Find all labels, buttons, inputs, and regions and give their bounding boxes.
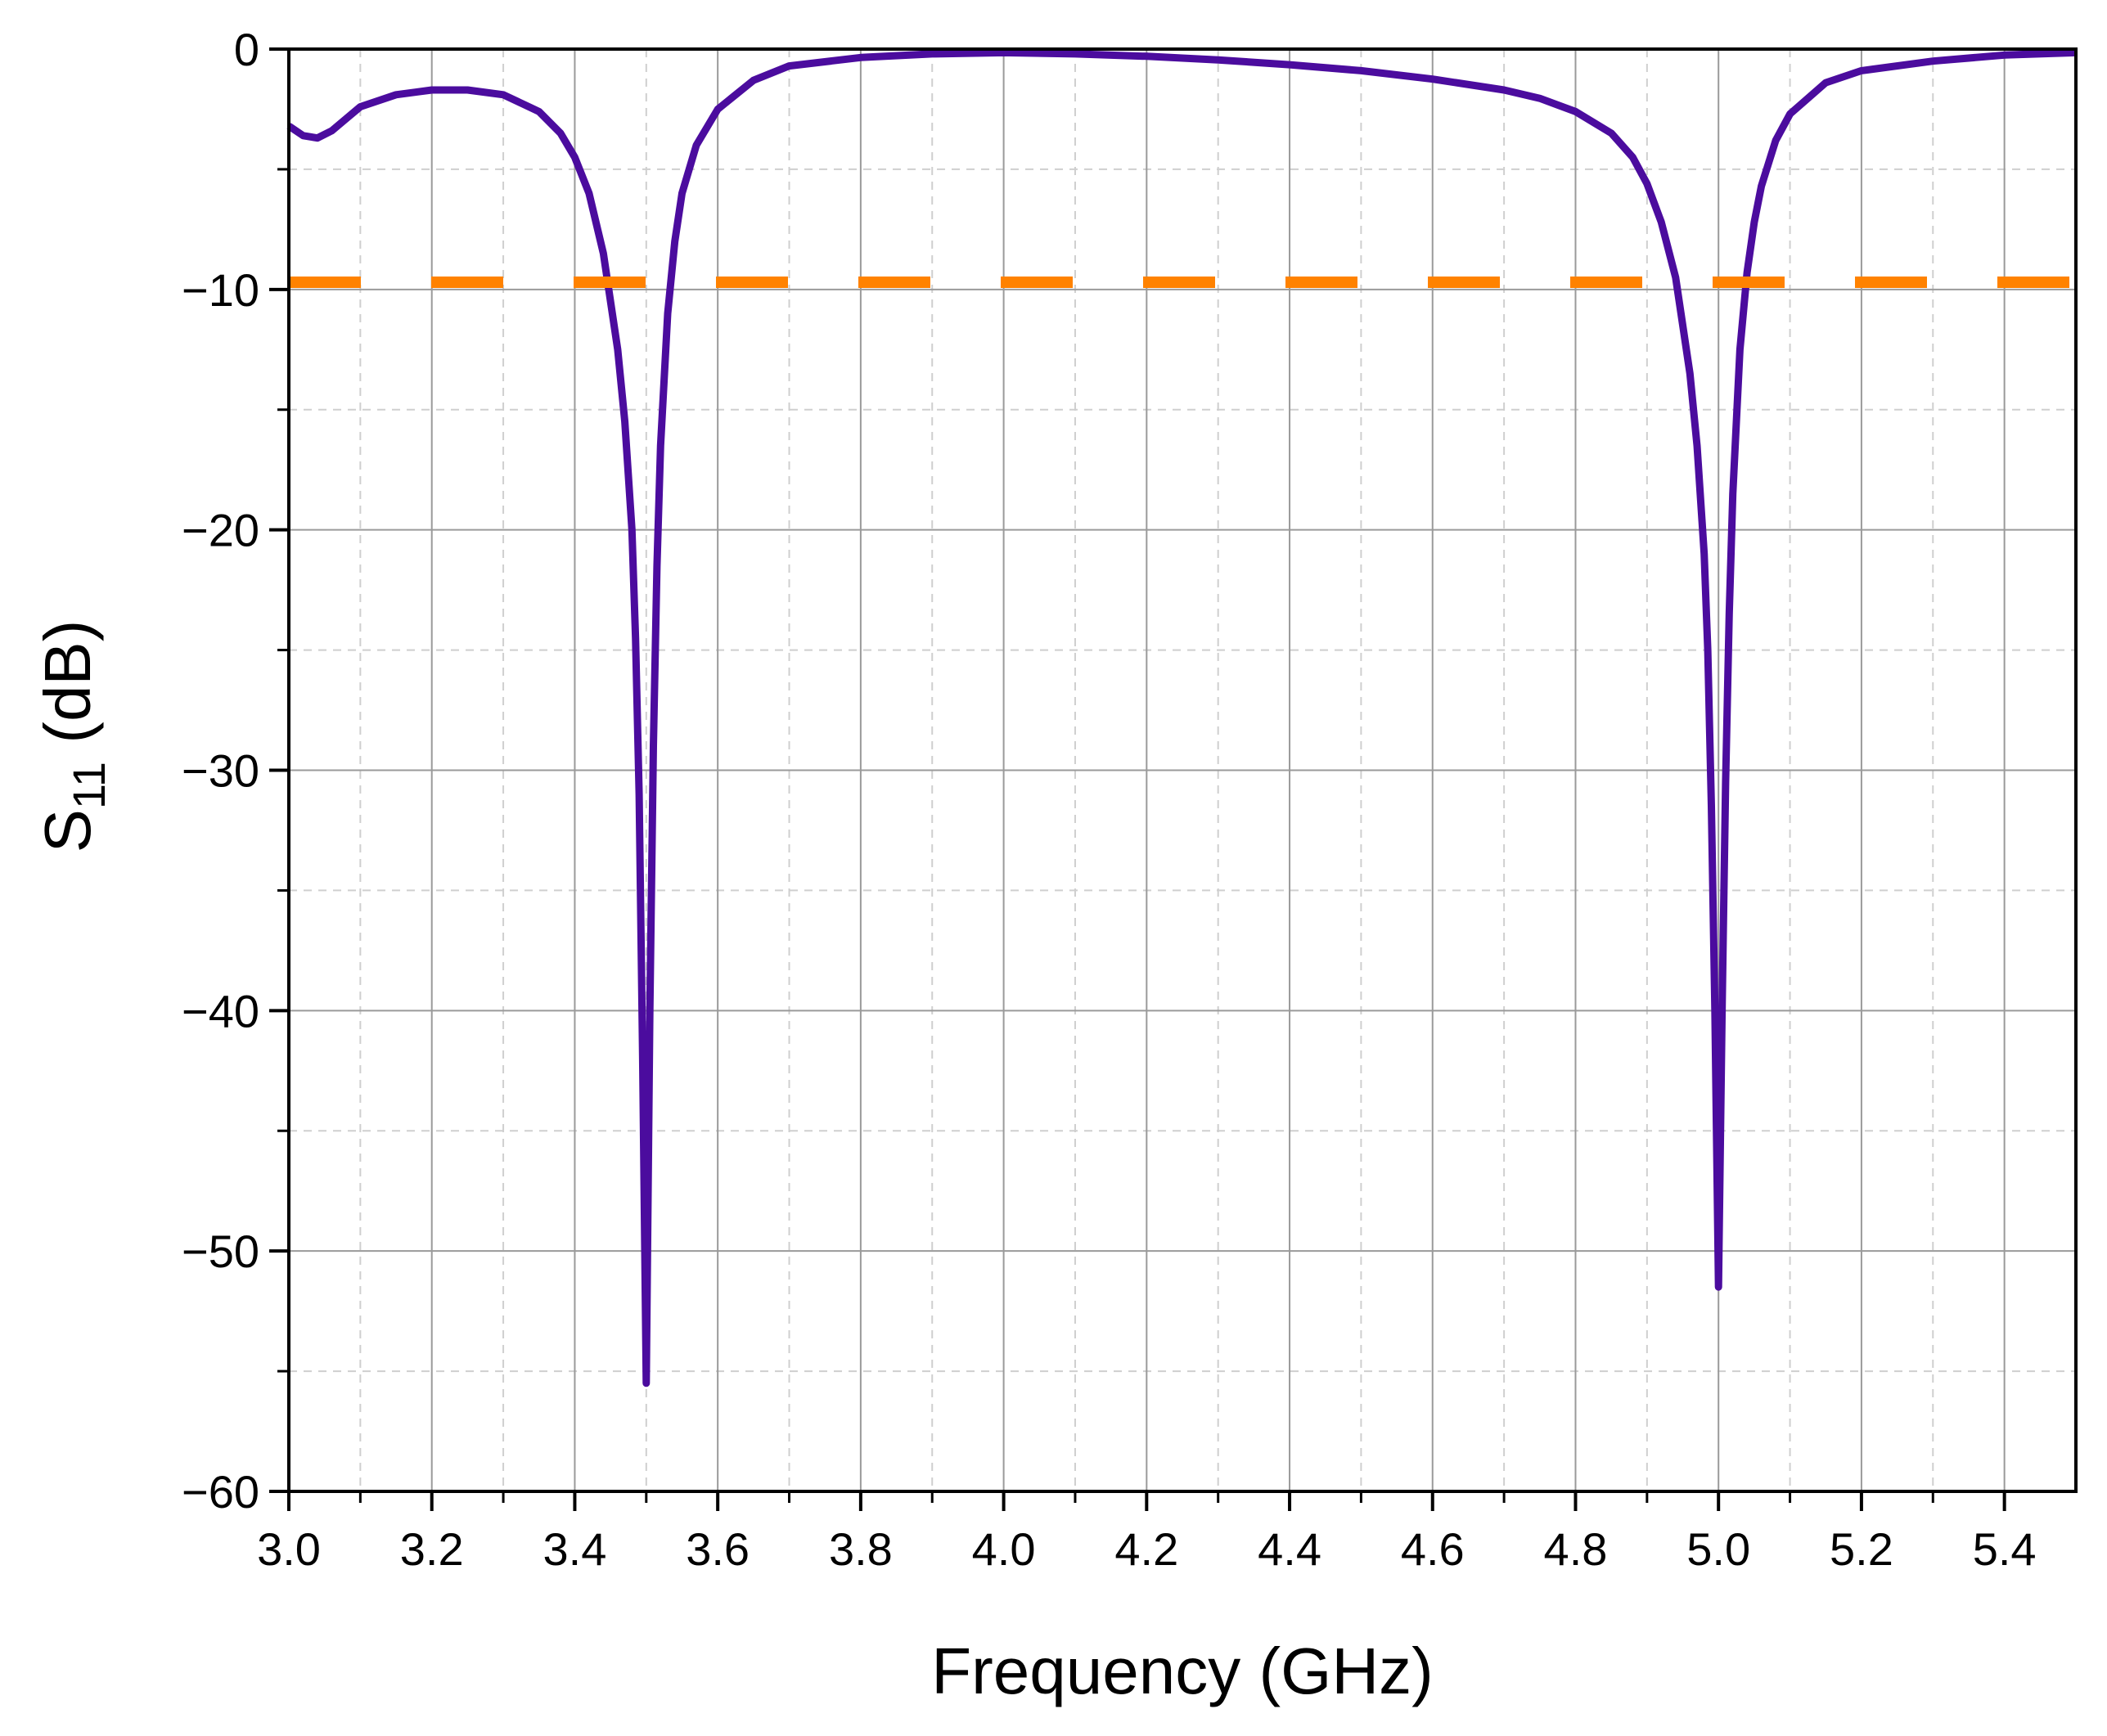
y-tick-label: 0 [234, 24, 259, 75]
y-tick-labels: 0 −10 −20 −30 −40 −50 −60 [182, 24, 259, 1518]
y-tick-label: −10 [182, 264, 259, 316]
series-layer [286, 48, 2077, 1387]
x-tick-label: 3.2 [400, 1523, 464, 1575]
x-tick-label: 5.4 [1973, 1523, 2037, 1575]
x-axis-title: Frequency (GHz) [931, 1635, 1433, 1707]
x-tick-label: 4.6 [1401, 1523, 1465, 1575]
x-tick-label: 4.2 [1114, 1523, 1178, 1575]
x-tick-label: 4.8 [1544, 1523, 1608, 1575]
x-tick-label: 3.6 [686, 1523, 750, 1575]
x-tick-label: 4.4 [1258, 1523, 1321, 1575]
y-tick-label: −60 [182, 1466, 259, 1518]
y-axis-title-subscript: 11 [63, 762, 115, 809]
x-tick-label: 5.2 [1830, 1523, 1893, 1575]
s11-series-line [286, 48, 2077, 1387]
x-tick-label: 3.4 [543, 1523, 607, 1575]
x-tick-label: 5.0 [1686, 1523, 1750, 1575]
axis-ticks [269, 47, 2006, 1511]
major-grid [289, 49, 2076, 1491]
y-tick-label: −30 [182, 745, 259, 797]
y-axis-title-suffix: (dB) [31, 620, 104, 762]
y-tick-label: −40 [182, 985, 259, 1037]
y-tick-label: −20 [182, 505, 259, 556]
x-tick-label: 3.0 [257, 1523, 321, 1575]
x-tick-label: 4.0 [972, 1523, 1036, 1575]
x-tick-labels: 3.0 3.2 3.4 3.6 3.8 4.0 4.2 4.4 4.6 4.8 5.0 5.2 5.4 [257, 1523, 2036, 1575]
x-tick-label: 3.8 [829, 1523, 893, 1575]
y-axis-title-base: S [31, 809, 104, 852]
y-tick-label: −50 [182, 1226, 259, 1277]
y-axis-title: S11 (dB) [31, 620, 115, 853]
